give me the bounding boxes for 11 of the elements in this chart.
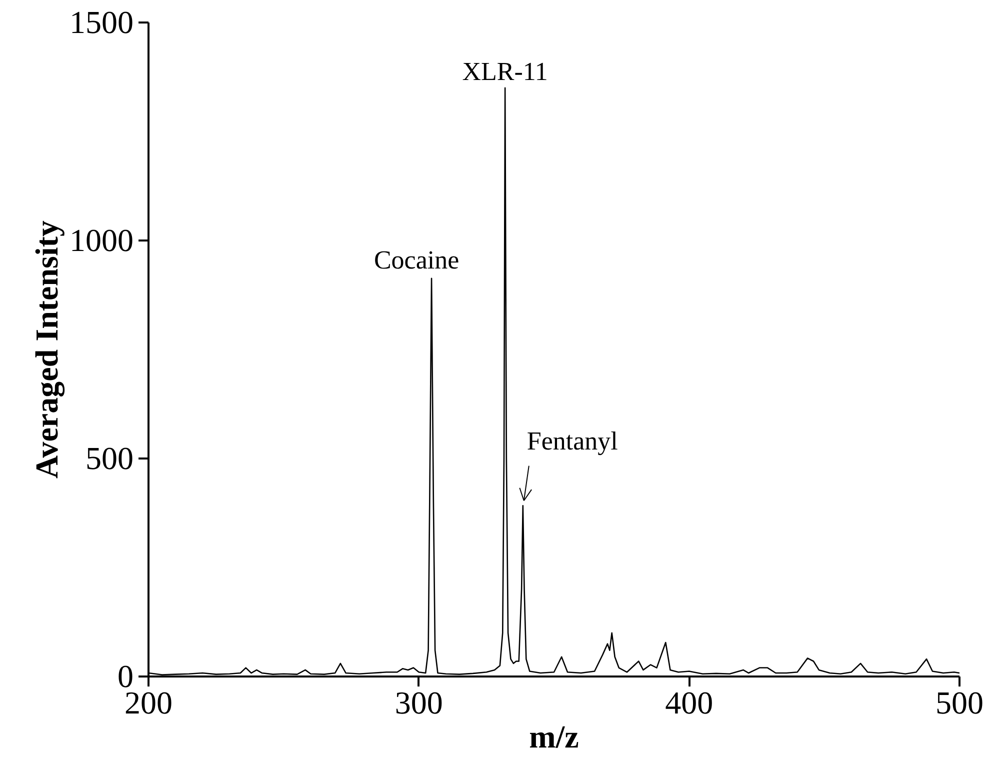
annotation: XLR-11 [462,56,548,86]
x-tick-label: 300 [394,684,443,720]
annotation: Cocaine [374,245,460,274]
y-tick-label: 500 [86,440,134,476]
x-tick-label: 500 [936,684,984,720]
x-axis-title: m/z [529,718,579,754]
x-tick-label: 400 [665,684,714,720]
y-tick-label: 1000 [70,222,134,258]
annotation: Fentanyl [526,426,618,456]
y-axis-title: Averaged Intensity [28,220,66,479]
y-tick-label: 1500 [70,4,134,40]
